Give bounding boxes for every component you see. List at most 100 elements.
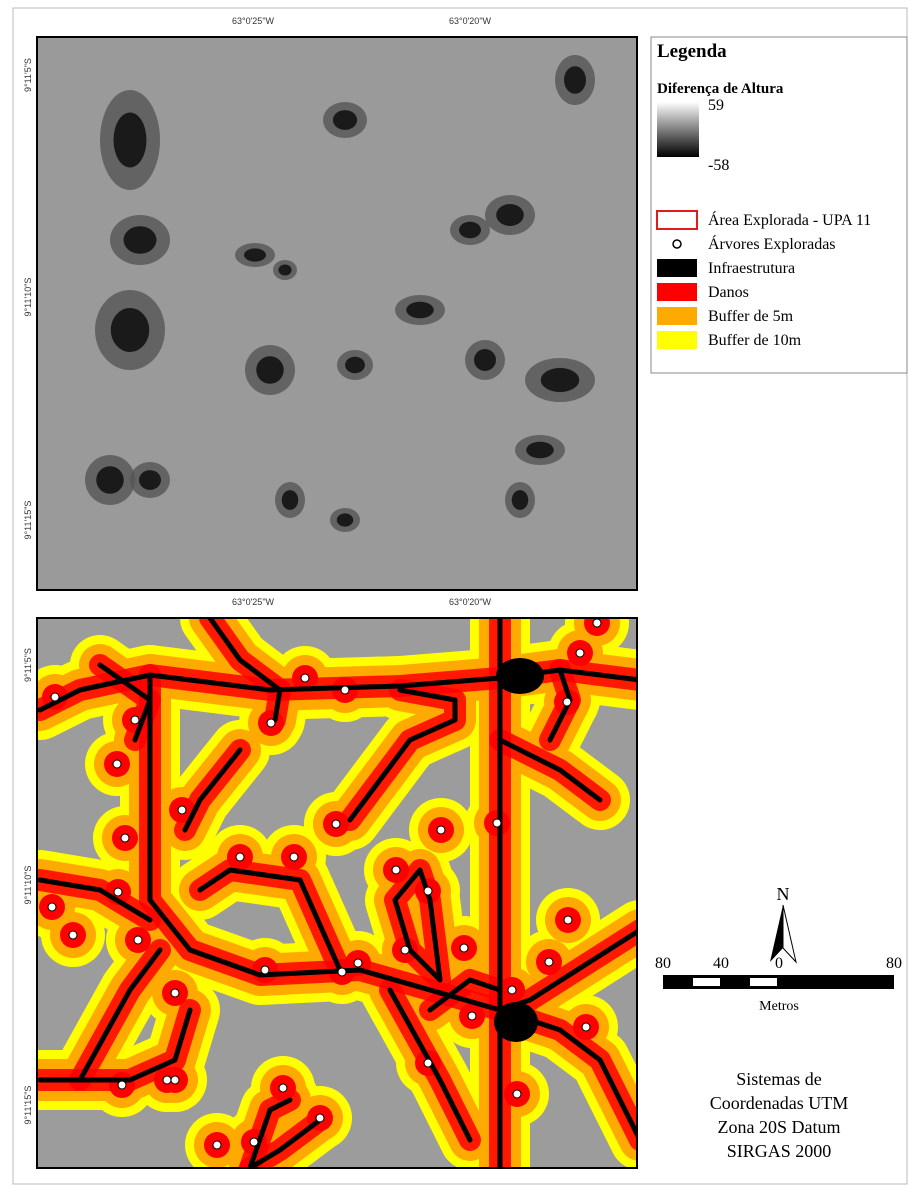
harvested-tree — [48, 903, 56, 911]
height-loss-core — [139, 470, 161, 490]
height-loss-core — [244, 248, 266, 261]
legend-label: Árvores Exploradas — [708, 234, 836, 253]
height-loss-core — [345, 357, 365, 374]
harvested-tree — [51, 693, 59, 701]
scale-unit: Metros — [759, 999, 799, 1014]
harvested-tree — [134, 936, 142, 944]
height-loss-core — [256, 356, 284, 384]
harvested-tree — [513, 1090, 521, 1098]
x-coord-label: 63°0'25"W — [232, 16, 275, 26]
harvested-tree — [114, 888, 122, 896]
ramp-min: -58 — [708, 157, 729, 174]
harvested-tree — [69, 931, 77, 939]
height-loss-core — [282, 490, 299, 510]
harvested-tree — [593, 619, 601, 627]
harvested-tree — [163, 1076, 171, 1084]
harvested-tree — [576, 649, 584, 657]
height-loss-core — [564, 66, 586, 94]
harvested-tree — [131, 716, 139, 724]
legend-symbol — [657, 307, 697, 325]
harvested-tree — [267, 719, 275, 727]
height-loss-core — [124, 226, 157, 254]
height-loss-core — [114, 113, 147, 168]
crs-text: Zona 20S Datum — [718, 1117, 841, 1137]
harvested-tree — [338, 968, 346, 976]
log-yard — [496, 658, 544, 694]
height-loss-core — [337, 513, 354, 526]
harvested-tree — [424, 1059, 432, 1067]
crs-text: SIRGAS 2000 — [727, 1141, 832, 1161]
harvested-tree — [564, 916, 572, 924]
harvested-tree — [279, 1084, 287, 1092]
ramp-title: Diferença de Altura — [657, 81, 784, 97]
y-coord-label: 9°11'10"S — [23, 278, 33, 317]
harvested-tree — [582, 1023, 590, 1031]
x-coord-label: 63°0'20"W — [449, 16, 492, 26]
scale-segment — [693, 978, 720, 986]
y-coord-label: 9°11'5"S — [23, 648, 33, 682]
legend-symbol — [673, 240, 681, 248]
legend-label: Danos — [708, 284, 749, 301]
north-label: N — [777, 884, 790, 904]
legend-label: Buffer de 5m — [708, 308, 794, 325]
height-loss-core — [278, 265, 291, 276]
ramp-max: 59 — [708, 97, 724, 114]
harvested-tree — [113, 760, 121, 768]
scale-label: 40 — [713, 955, 729, 972]
harvested-tree — [316, 1114, 324, 1122]
harvested-tree — [236, 853, 244, 861]
harvested-tree — [392, 866, 400, 874]
scale-label: 80 — [655, 955, 671, 972]
legend-label: Buffer de 10m — [708, 332, 802, 349]
legend-label: Área Explorada - UPA 11 — [708, 210, 871, 229]
harvested-tree — [468, 1012, 476, 1020]
ramp — [657, 102, 699, 157]
harvested-tree — [545, 958, 553, 966]
harvested-tree — [178, 806, 186, 814]
scale-label: 80 — [886, 955, 902, 972]
y-coord-label: 9°11'5"S — [23, 58, 33, 92]
harvested-tree — [401, 946, 409, 954]
height-loss-core — [111, 308, 150, 352]
height-loss-core — [512, 490, 529, 510]
harvested-tree — [171, 989, 179, 997]
height-loss-core — [459, 222, 481, 239]
harvested-tree — [508, 986, 516, 994]
harvested-tree — [354, 959, 362, 967]
harvested-tree — [332, 820, 340, 828]
y-coord-label: 9°11'10"S — [23, 866, 33, 905]
harvested-tree — [424, 887, 432, 895]
crs-text: Sistemas de — [736, 1069, 822, 1089]
harvested-tree — [118, 1081, 126, 1089]
scale-segment — [750, 978, 777, 986]
harvested-tree — [171, 1076, 179, 1084]
height-loss-core — [474, 349, 496, 371]
height-loss-core — [496, 204, 524, 226]
height-loss-core — [333, 110, 357, 130]
height-loss-core — [541, 368, 580, 392]
harvested-tree — [290, 853, 298, 861]
legend-title: Legenda — [657, 41, 727, 62]
x-coord-label: 63°0'20"W — [449, 597, 492, 607]
height-loss-core — [526, 442, 554, 459]
harvested-tree — [261, 966, 269, 974]
log-yard — [494, 1002, 538, 1042]
damage-map — [20, 591, 640, 1177]
harvested-tree — [493, 819, 501, 827]
scale-label: 0 — [775, 955, 783, 972]
height-loss-core — [96, 466, 124, 494]
page: Legenda Diferença de Altura 59 -58 N Met… — [0, 0, 908, 1189]
legend-symbol — [657, 283, 697, 301]
crs-text: Coordenadas UTM — [710, 1093, 848, 1113]
height-loss-core — [406, 302, 434, 319]
y-coord-label: 9°11'15"S — [23, 501, 33, 540]
height-difference-map — [37, 37, 637, 590]
harvested-tree — [563, 698, 571, 706]
harvested-tree — [121, 834, 129, 842]
y-coord-label: 9°11'15"S — [23, 1086, 33, 1125]
harvested-tree — [301, 674, 309, 682]
harvested-tree — [460, 944, 468, 952]
harvested-tree — [437, 826, 445, 834]
harvested-tree — [341, 686, 349, 694]
legend-symbol — [657, 331, 697, 349]
